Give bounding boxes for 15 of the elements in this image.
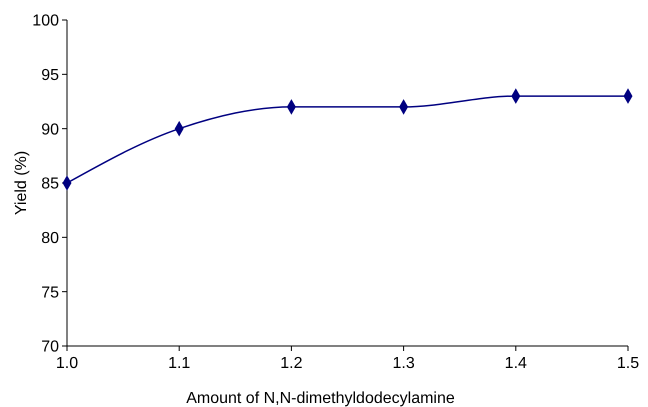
x-tick-label: 1.0 xyxy=(56,355,78,372)
y-tick-label: 95 xyxy=(41,66,60,84)
y-tick-label: 100 xyxy=(32,12,60,30)
y-tick-label: 75 xyxy=(41,284,60,302)
x-tick-label: 1.4 xyxy=(504,355,528,372)
y-axis-title: Yield (%) xyxy=(13,150,30,216)
y-tick-label: 70 xyxy=(41,338,60,356)
x-tick-label: 1.1 xyxy=(168,355,190,372)
x-tick-label: 1.3 xyxy=(392,355,415,372)
y-tick-label: 85 xyxy=(41,176,60,193)
y-tick-label: 80 xyxy=(41,230,60,247)
x-tick-label: 1.5 xyxy=(616,355,640,372)
x-axis-title: Amount of N,N-dimethyldodecylamine xyxy=(186,390,455,407)
y-tick-label: 90 xyxy=(41,121,60,138)
x-tick-label: 1.2 xyxy=(280,355,303,372)
